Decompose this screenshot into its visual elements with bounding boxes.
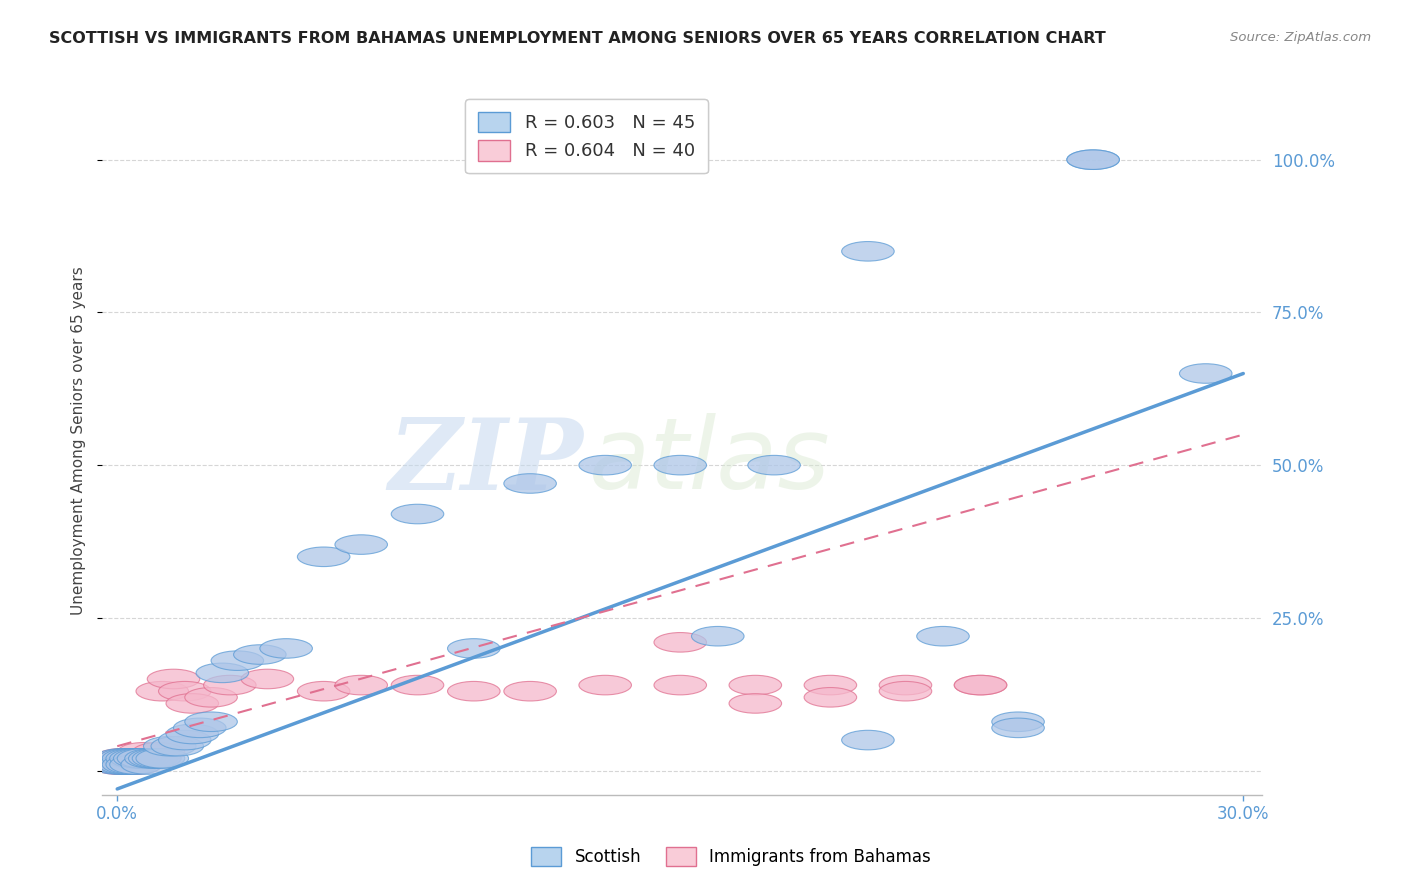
Ellipse shape xyxy=(804,688,856,707)
Ellipse shape xyxy=(117,748,170,768)
Ellipse shape xyxy=(94,748,148,768)
Ellipse shape xyxy=(879,675,932,695)
Ellipse shape xyxy=(842,731,894,750)
Ellipse shape xyxy=(955,675,1007,695)
Ellipse shape xyxy=(447,681,501,701)
Ellipse shape xyxy=(654,632,707,652)
Ellipse shape xyxy=(91,755,143,774)
Ellipse shape xyxy=(125,748,177,768)
Ellipse shape xyxy=(94,748,148,768)
Ellipse shape xyxy=(804,675,856,695)
Ellipse shape xyxy=(121,755,173,774)
Ellipse shape xyxy=(298,681,350,701)
Ellipse shape xyxy=(579,675,631,695)
Ellipse shape xyxy=(211,651,263,671)
Ellipse shape xyxy=(159,681,211,701)
Ellipse shape xyxy=(391,675,444,695)
Ellipse shape xyxy=(110,755,162,774)
Text: SCOTTISH VS IMMIGRANTS FROM BAHAMAS UNEMPLOYMENT AMONG SENIORS OVER 65 YEARS COR: SCOTTISH VS IMMIGRANTS FROM BAHAMAS UNEM… xyxy=(49,31,1107,46)
Ellipse shape xyxy=(842,242,894,261)
Ellipse shape xyxy=(148,669,200,689)
Ellipse shape xyxy=(125,748,177,768)
Ellipse shape xyxy=(94,755,148,774)
Ellipse shape xyxy=(503,474,557,493)
Ellipse shape xyxy=(91,755,143,774)
Ellipse shape xyxy=(143,737,195,756)
Ellipse shape xyxy=(1067,150,1119,169)
Ellipse shape xyxy=(103,748,155,768)
Ellipse shape xyxy=(105,755,159,774)
Ellipse shape xyxy=(654,456,707,475)
Legend: Scottish, Immigrants from Bahamas: Scottish, Immigrants from Bahamas xyxy=(523,838,939,875)
Ellipse shape xyxy=(103,755,155,774)
Ellipse shape xyxy=(917,626,969,646)
Ellipse shape xyxy=(195,663,249,682)
Ellipse shape xyxy=(103,748,155,768)
Ellipse shape xyxy=(110,755,162,774)
Ellipse shape xyxy=(136,681,188,701)
Ellipse shape xyxy=(105,755,159,774)
Ellipse shape xyxy=(132,742,184,762)
Ellipse shape xyxy=(173,718,226,738)
Text: ZIP: ZIP xyxy=(388,414,583,510)
Ellipse shape xyxy=(166,694,218,714)
Ellipse shape xyxy=(233,645,287,665)
Ellipse shape xyxy=(692,626,744,646)
Ellipse shape xyxy=(103,755,155,774)
Ellipse shape xyxy=(391,504,444,524)
Ellipse shape xyxy=(166,724,218,744)
Ellipse shape xyxy=(105,748,159,768)
Ellipse shape xyxy=(110,748,162,768)
Ellipse shape xyxy=(136,748,188,768)
Ellipse shape xyxy=(748,456,800,475)
Ellipse shape xyxy=(335,675,388,695)
Ellipse shape xyxy=(94,755,148,774)
Ellipse shape xyxy=(98,755,150,774)
Ellipse shape xyxy=(114,748,166,768)
Ellipse shape xyxy=(1067,150,1119,169)
Ellipse shape xyxy=(132,748,184,768)
Ellipse shape xyxy=(260,639,312,658)
Ellipse shape xyxy=(991,718,1045,738)
Ellipse shape xyxy=(579,456,631,475)
Ellipse shape xyxy=(955,675,1007,695)
Legend: R = 0.603   N = 45, R = 0.604   N = 40: R = 0.603 N = 45, R = 0.604 N = 40 xyxy=(465,99,707,173)
Ellipse shape xyxy=(98,748,150,768)
Ellipse shape xyxy=(114,748,166,768)
Text: Source: ZipAtlas.com: Source: ZipAtlas.com xyxy=(1230,31,1371,45)
Ellipse shape xyxy=(117,742,170,762)
Text: atlas: atlas xyxy=(589,414,831,510)
Ellipse shape xyxy=(150,737,204,756)
Ellipse shape xyxy=(991,712,1045,731)
Ellipse shape xyxy=(879,681,932,701)
Ellipse shape xyxy=(184,712,238,731)
Ellipse shape xyxy=(298,547,350,566)
Ellipse shape xyxy=(184,688,238,707)
Ellipse shape xyxy=(105,748,159,768)
Ellipse shape xyxy=(159,731,211,750)
Ellipse shape xyxy=(335,535,388,554)
Ellipse shape xyxy=(240,669,294,689)
Y-axis label: Unemployment Among Seniors over 65 years: Unemployment Among Seniors over 65 years xyxy=(72,267,86,615)
Ellipse shape xyxy=(1180,364,1232,384)
Ellipse shape xyxy=(98,755,150,774)
Ellipse shape xyxy=(128,748,181,768)
Ellipse shape xyxy=(447,639,501,658)
Ellipse shape xyxy=(121,748,173,768)
Ellipse shape xyxy=(204,675,256,695)
Ellipse shape xyxy=(128,748,181,768)
Ellipse shape xyxy=(730,675,782,695)
Ellipse shape xyxy=(730,694,782,714)
Ellipse shape xyxy=(98,748,150,768)
Ellipse shape xyxy=(110,748,162,768)
Ellipse shape xyxy=(503,681,557,701)
Ellipse shape xyxy=(654,675,707,695)
